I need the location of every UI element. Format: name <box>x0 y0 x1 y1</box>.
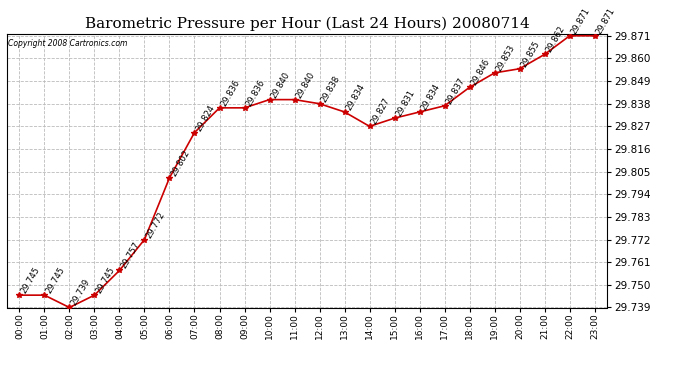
Text: 29.831: 29.831 <box>395 88 417 118</box>
Text: 29.838: 29.838 <box>319 74 342 104</box>
Text: 29.824: 29.824 <box>195 103 217 132</box>
Text: Copyright 2008 Cartronics.com: Copyright 2008 Cartronics.com <box>8 39 128 48</box>
Text: 29.739: 29.739 <box>70 278 92 308</box>
Text: 29.745: 29.745 <box>44 266 67 295</box>
Text: 29.772: 29.772 <box>144 210 167 240</box>
Text: 29.840: 29.840 <box>270 70 292 100</box>
Text: 29.840: 29.840 <box>295 70 317 100</box>
Text: 29.745: 29.745 <box>95 266 117 295</box>
Text: 29.836: 29.836 <box>219 78 242 108</box>
Text: 29.836: 29.836 <box>244 78 267 108</box>
Text: 29.834: 29.834 <box>344 82 367 112</box>
Text: 29.837: 29.837 <box>444 76 467 106</box>
Text: 29.757: 29.757 <box>119 241 142 270</box>
Text: 29.853: 29.853 <box>495 43 517 73</box>
Text: 29.802: 29.802 <box>170 148 192 178</box>
Text: 29.862: 29.862 <box>544 25 567 54</box>
Text: 29.846: 29.846 <box>470 57 492 87</box>
Text: 29.827: 29.827 <box>370 97 392 126</box>
Text: 29.871: 29.871 <box>595 6 617 36</box>
Text: 29.871: 29.871 <box>570 6 592 36</box>
Text: 29.834: 29.834 <box>420 82 442 112</box>
Title: Barometric Pressure per Hour (Last 24 Hours) 20080714: Barometric Pressure per Hour (Last 24 Ho… <box>85 17 529 31</box>
Text: 29.855: 29.855 <box>520 39 542 69</box>
Text: 29.745: 29.745 <box>19 266 41 295</box>
